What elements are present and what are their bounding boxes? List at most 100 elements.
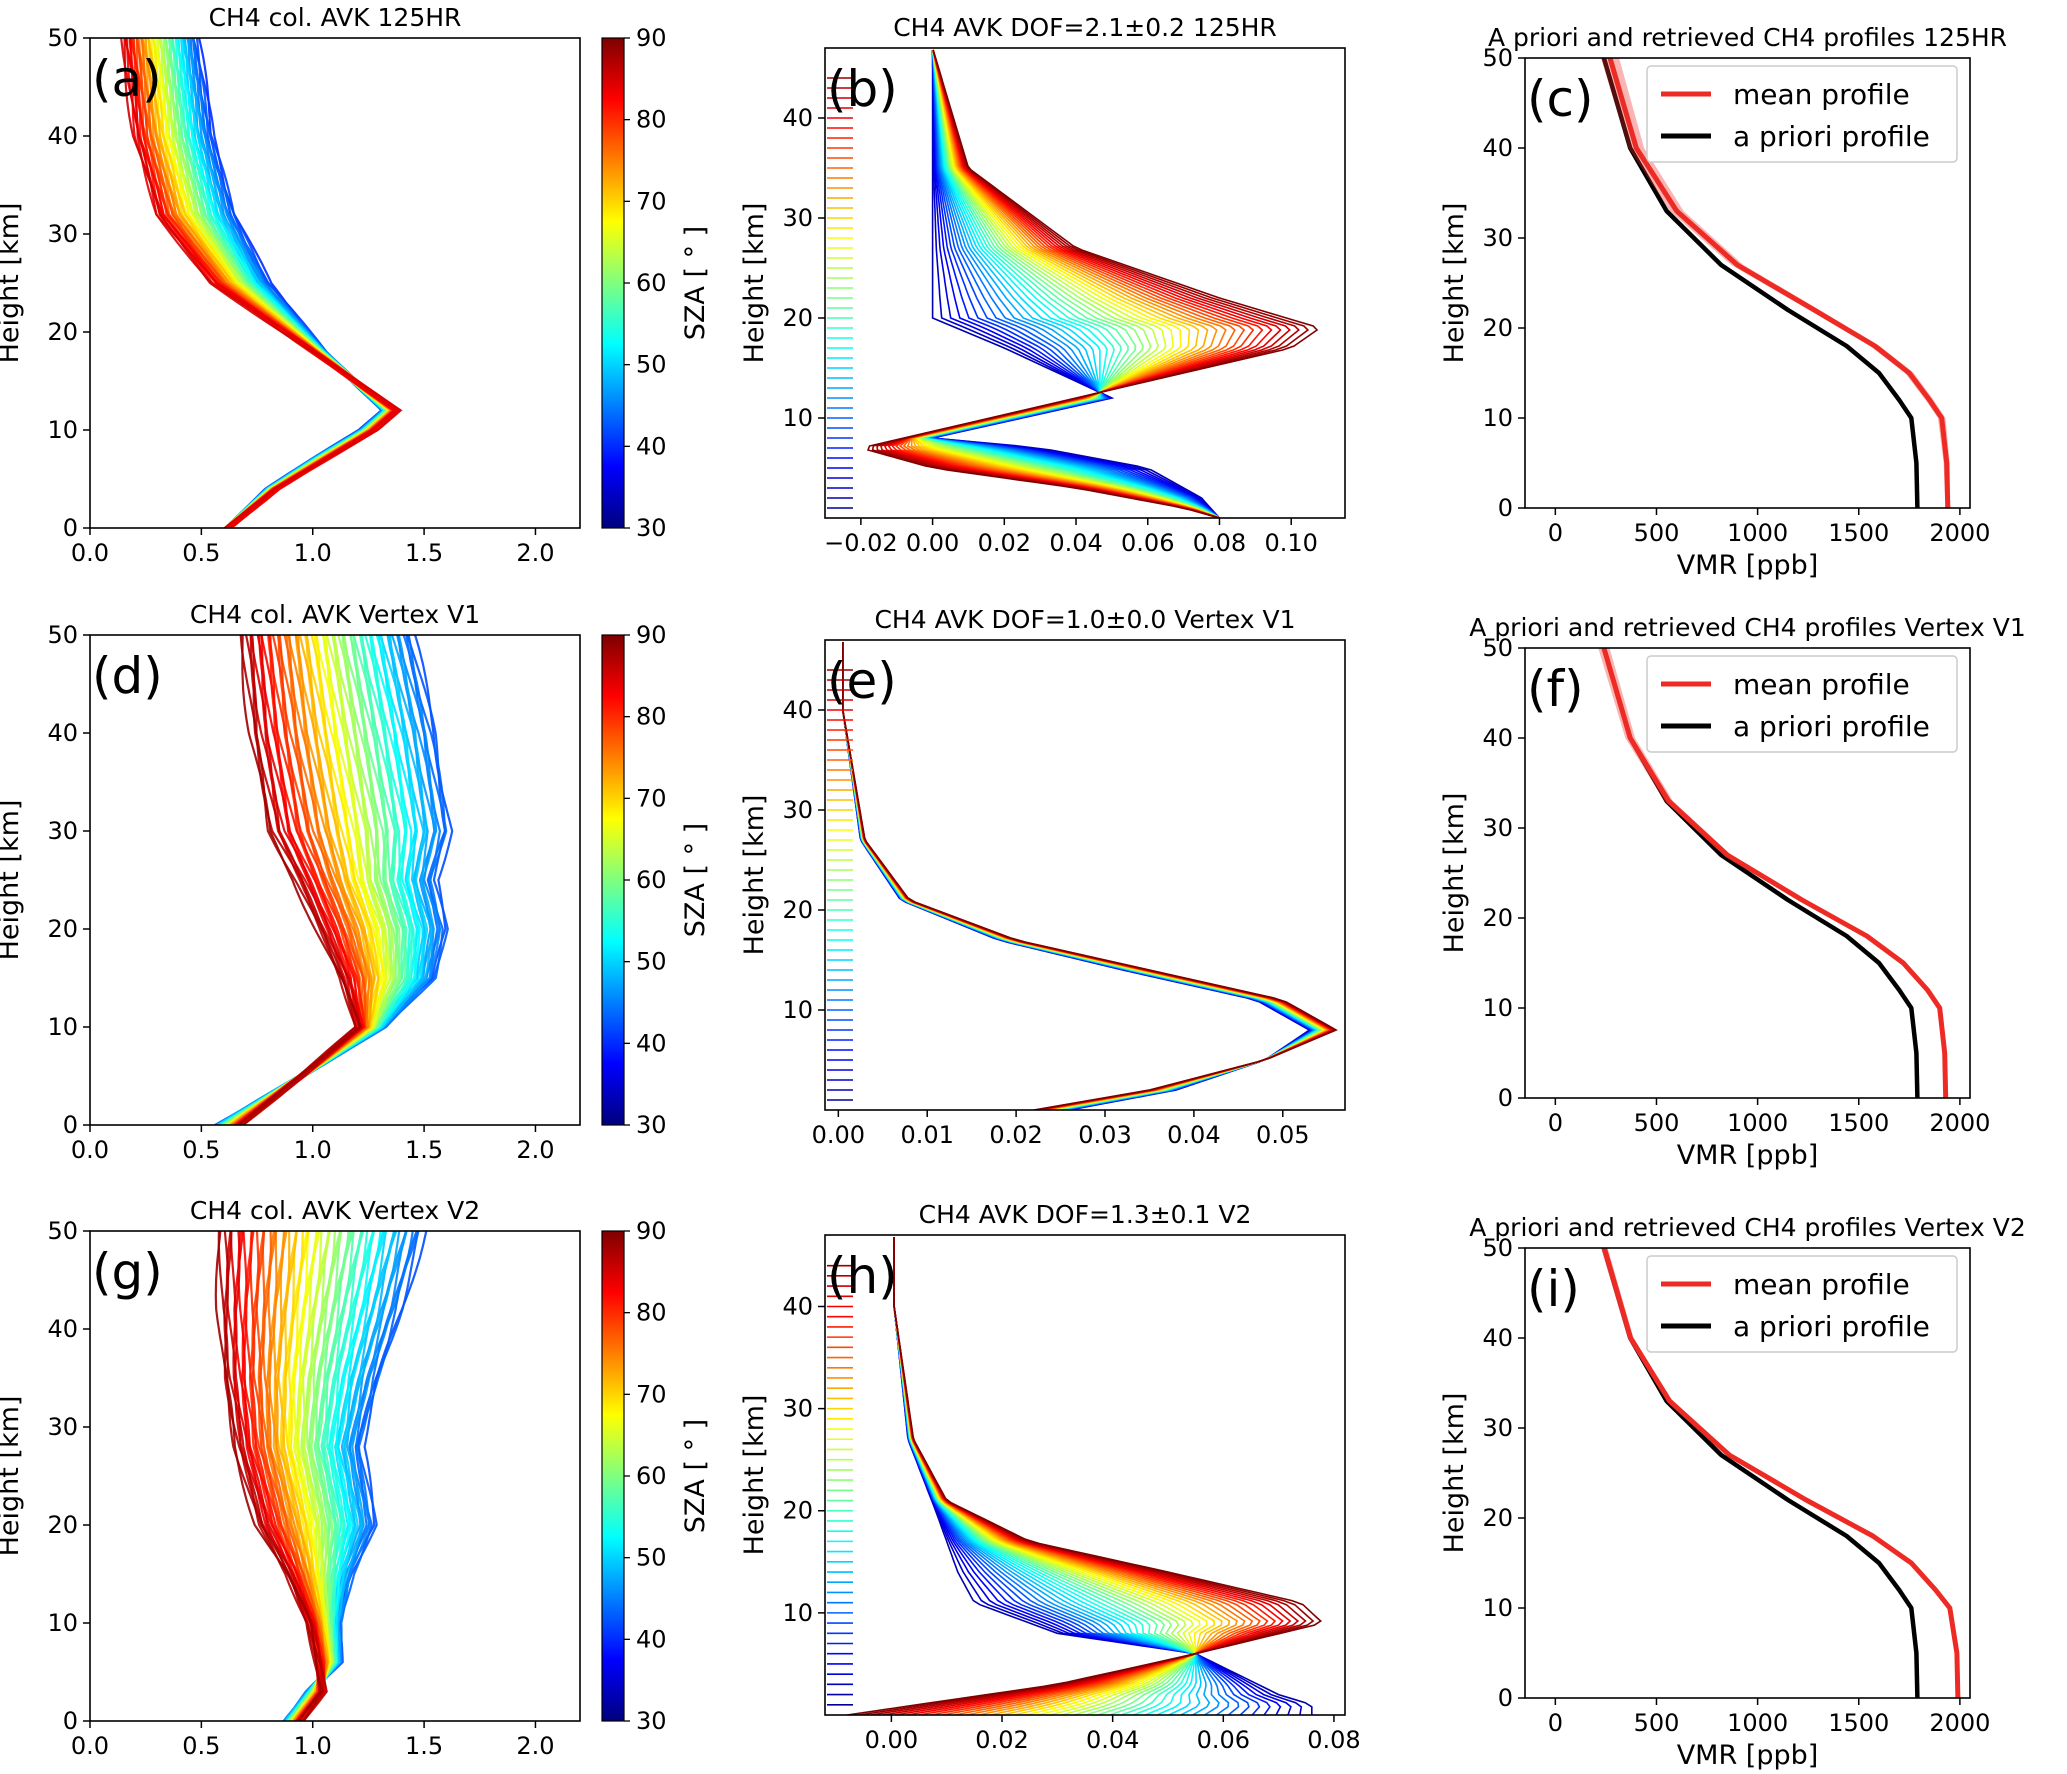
y-tick-label: 0 [1498, 1084, 1513, 1112]
kernel-line [842, 642, 1323, 1110]
panel-letter-c: (c) [1527, 70, 1594, 128]
panel-title-b: CH4 AVK DOF=2.1±0.2 125HR [893, 13, 1277, 42]
panel-h: CH4 AVK DOF=1.3±0.1 V2 0.00 0.02 0.04 0.06 0.… [739, 1200, 1361, 1754]
kernel-line [842, 642, 1325, 1110]
avk-line [214, 1231, 322, 1721]
x-tick-label: 1500 [1828, 1109, 1889, 1137]
avk-line [239, 635, 357, 1125]
x-tick-label: 0.08 [1193, 529, 1246, 557]
plot-area-f [1598, 648, 1949, 1098]
x-tick-label: 1.0 [294, 1732, 332, 1760]
kernel-line [893, 1237, 1202, 1715]
y-tick-label: 50 [1482, 44, 1513, 72]
x-tick-label: 1.0 [294, 539, 332, 567]
y-tick-label: 50 [47, 1217, 78, 1245]
x-tick-label: 0.5 [182, 539, 220, 567]
kernel-line [842, 642, 1329, 1110]
x-tick-label: 0.04 [1086, 1726, 1139, 1754]
plot-area-a [120, 38, 403, 528]
panel-letter-h: (h) [827, 1247, 898, 1305]
y-tick-label: 30 [47, 1413, 78, 1441]
kernel-line [842, 642, 1316, 1110]
y-tick-label: 10 [782, 1599, 813, 1627]
x-tick-label: 0.0 [71, 1136, 109, 1164]
y-tick-label: 20 [47, 915, 78, 943]
kernel-line [842, 642, 1312, 1110]
kernel-line [842, 642, 1338, 1110]
y-axis-label-d: Height [km] [0, 800, 25, 961]
axes-frame-b [824, 47, 1346, 519]
y-tick-label: 0 [63, 1111, 78, 1139]
x-tick-label: 2000 [1929, 519, 1990, 547]
y-axis-label-b: Height [km] [739, 203, 770, 364]
legend-box-f [1646, 655, 1958, 753]
y-tick-label: 30 [782, 204, 813, 232]
panel-letter-a: (a) [92, 50, 162, 108]
colorbar-tick-label: 30 [636, 1111, 667, 1139]
panel-a: CH4 col. AVK 125HR 0.0 0.5 1.0 1.5 2.0 0 10 20 30… [0, 3, 711, 567]
y-tick-label: 40 [782, 696, 813, 724]
plot-area-h [827, 1237, 1323, 1715]
y-tick-label: 10 [782, 996, 813, 1024]
panel-title-a: CH4 col. AVK 125HR [209, 3, 462, 32]
x-tick-label: 0.06 [1197, 1726, 1250, 1754]
x-tick-label: 0.04 [1167, 1121, 1220, 1149]
x-tick-label: 0.00 [865, 1726, 918, 1754]
colorbar-tick-label: 30 [636, 1707, 667, 1735]
avk-line [233, 1231, 322, 1721]
kernel-line [842, 642, 1332, 1110]
x-tick-label: 0.5 [182, 1136, 220, 1164]
avk-line [229, 1231, 325, 1721]
kernel-line [842, 642, 1334, 1110]
x-tick-label: 500 [1634, 1109, 1680, 1137]
apriori-profile-line [1601, 58, 1920, 508]
kernel-line [842, 642, 1311, 1110]
y-tick-label: 10 [782, 404, 813, 432]
y-tick-label: 0 [1498, 1684, 1513, 1712]
y-axis-label-i: Height [km] [1439, 1393, 1470, 1554]
y-tick-label: 20 [47, 318, 78, 346]
kernel-line [893, 1237, 1313, 1715]
y-tick-label: 20 [782, 896, 813, 924]
y-tick-label: 10 [47, 1609, 78, 1637]
kernel-line [842, 642, 1326, 1110]
x-tick-label: −0.02 [824, 529, 898, 557]
y-tick-label: 30 [47, 817, 78, 845]
x-tick-label: 0.04 [1049, 529, 1102, 557]
avk-line [277, 1231, 330, 1721]
colorbar-tick-label: 30 [636, 514, 667, 542]
panel-g: CH4 col. AVK Vertex V2 0.0 0.5 1.0 1.5 2.0 0 10… [0, 1196, 711, 1760]
kernel-line [842, 642, 1320, 1110]
x-tick-label: 2000 [1929, 1109, 1990, 1137]
colorbar-tick-label: 40 [636, 432, 667, 460]
panel-title-i: A priori and retrieved CH4 profiles Vert… [1469, 1213, 2025, 1242]
colorbar-d [601, 634, 625, 1126]
axes-frame-i [1524, 1247, 1971, 1699]
x-tick-label: 0.00 [906, 529, 959, 557]
legend-label: a priori profile [1733, 1310, 1930, 1343]
x-tick-label: 2.0 [516, 1732, 554, 1760]
colorbar-tick-label: 60 [636, 269, 667, 297]
legend-label: mean profile [1733, 668, 1910, 701]
kernel-line [842, 642, 1318, 1110]
y-tick-label: 20 [1482, 314, 1513, 342]
x-tick-label: 0 [1548, 519, 1563, 547]
x-tick-label: 0.10 [1264, 529, 1317, 557]
axes-frame-h [824, 1234, 1346, 1716]
y-tick-label: 10 [1482, 1594, 1513, 1622]
x-tick-label: 0.03 [1078, 1121, 1131, 1149]
kernel-line [842, 642, 1319, 1110]
x-tick-label: 1.5 [405, 1136, 443, 1164]
x-tick-label: 1000 [1727, 1109, 1788, 1137]
y-tick-label: 10 [1482, 994, 1513, 1022]
y-tick-label: 50 [1482, 634, 1513, 662]
avk-line [123, 38, 403, 528]
y-tick-label: 0 [63, 1707, 78, 1735]
plot-area-d [214, 635, 454, 1125]
x-tick-label: 500 [1634, 519, 1680, 547]
x-tick-label: 1500 [1828, 1709, 1889, 1737]
kernel-line [842, 642, 1324, 1110]
y-axis-label-c: Height [km] [1439, 203, 1470, 364]
panel-letter-i: (i) [1527, 1260, 1580, 1318]
